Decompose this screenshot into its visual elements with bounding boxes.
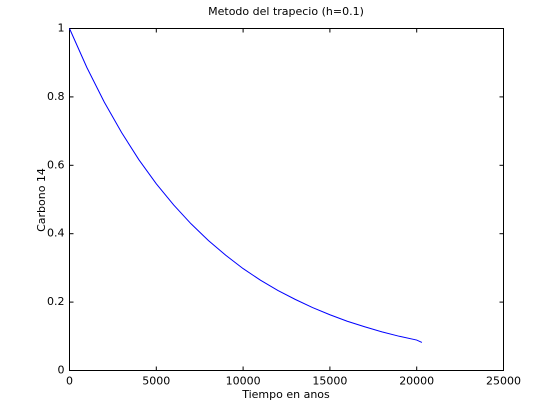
y-tick-label: 1: [58, 22, 65, 35]
y-tick-label: 0.4: [47, 227, 65, 240]
x-tick-label: 25000: [486, 375, 521, 388]
x-tick-label: 0: [66, 375, 73, 388]
x-tick-label: 20000: [399, 375, 434, 388]
chart-title: Metodo del trapecio (h=0.1): [208, 5, 364, 18]
y-axis-label: Carbono 14: [35, 168, 48, 232]
x-tick-label: 15000: [312, 375, 347, 388]
y-tick-label: 0: [58, 364, 65, 377]
y-tick-label: 0.2: [47, 295, 65, 308]
y-tick-label: 0.6: [47, 158, 65, 171]
x-tick-label: 5000: [142, 375, 170, 388]
y-tick-label: 0.8: [47, 90, 65, 103]
x-axis-label: Tiempo en anos: [241, 388, 330, 401]
data-line: [69, 28, 423, 343]
x-tick-label: 10000: [226, 375, 261, 388]
plot-frame: [69, 28, 504, 371]
